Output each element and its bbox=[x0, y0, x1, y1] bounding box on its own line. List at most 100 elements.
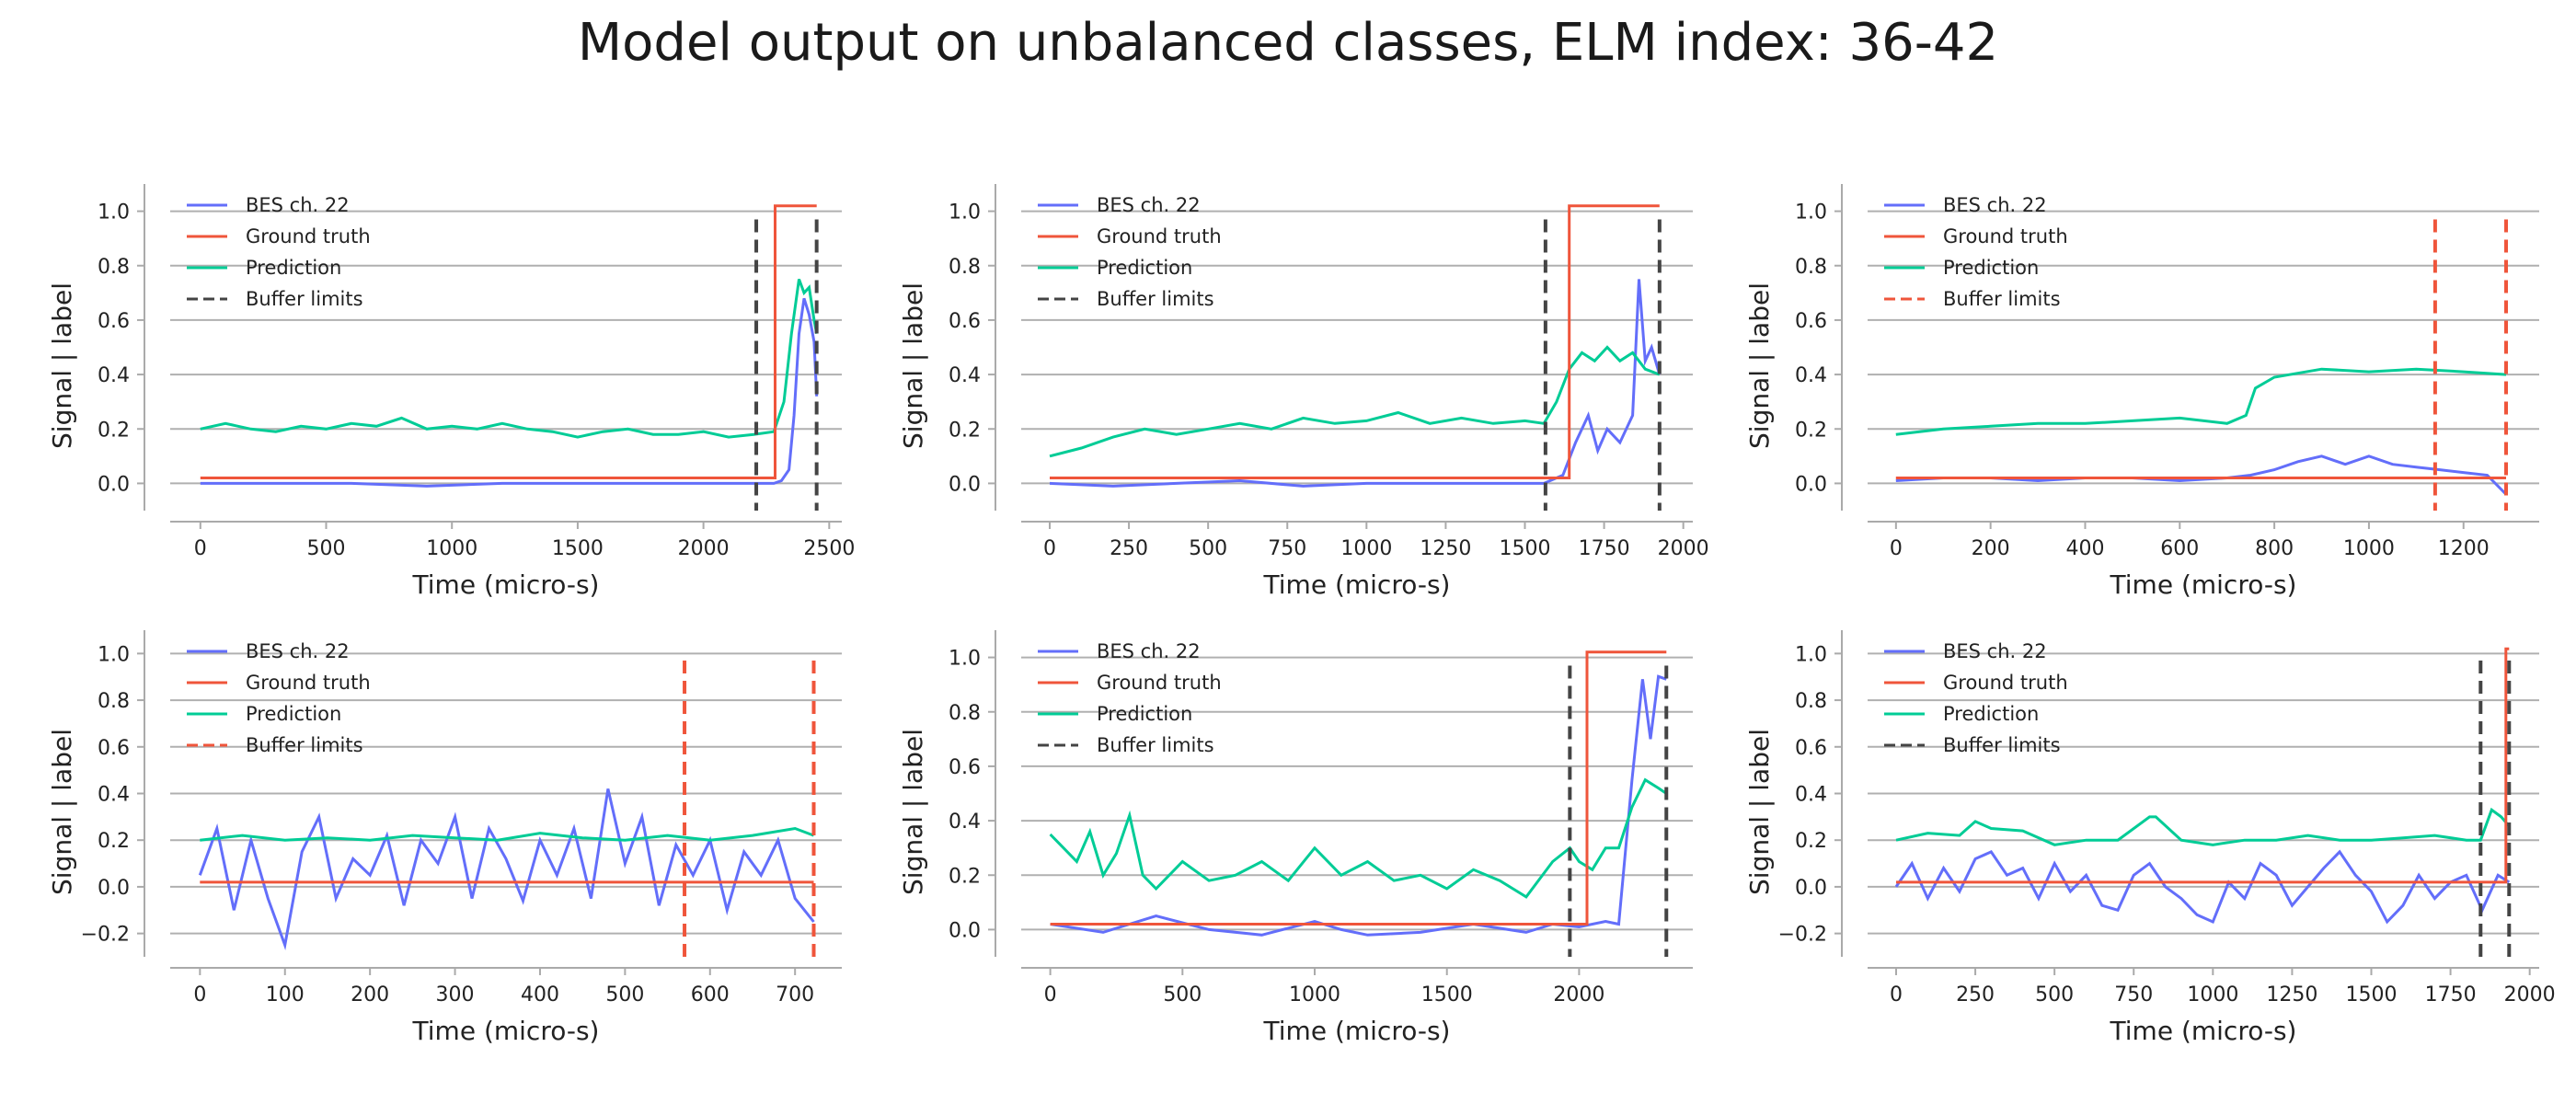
legend-entry-prediction: Prediction bbox=[187, 703, 341, 725]
x-tick-label: 1750 bbox=[1579, 537, 1630, 560]
y-tick-label: 0.2 bbox=[1795, 830, 1827, 853]
series-line-prediction bbox=[1895, 807, 2511, 846]
series-line-prediction bbox=[1049, 777, 1668, 899]
legend-entry-ground-truth: Ground truth bbox=[187, 672, 371, 694]
x-tick-label: 750 bbox=[1268, 537, 1306, 560]
y-tick-label: −0.2 bbox=[1778, 924, 1827, 947]
legend-label: Ground truth bbox=[1943, 672, 2068, 694]
legend-label: Prediction bbox=[1097, 257, 1192, 279]
y-tick-label: 0.6 bbox=[949, 310, 981, 333]
x-tick-label: 500 bbox=[1163, 983, 1202, 1006]
legend-entry-prediction: Prediction bbox=[1884, 703, 2039, 725]
y-tick-label: 0.2 bbox=[949, 419, 981, 442]
series-line-prediction bbox=[200, 278, 819, 439]
legend-entry-bes-ch-22: BES ch. 22 bbox=[1038, 640, 1201, 662]
legend-label: Buffer limits bbox=[1943, 734, 2061, 756]
legend-entry-buffer-limits: Buffer limits bbox=[187, 288, 363, 310]
y-tick-label: 0.8 bbox=[98, 256, 130, 279]
legend-label: Buffer limits bbox=[246, 288, 363, 310]
x-tick-label: 1500 bbox=[1500, 537, 1551, 560]
x-tick-label: 0 bbox=[193, 983, 206, 1006]
legend-entry-prediction: Prediction bbox=[1038, 257, 1192, 279]
y-tick-label: 0.2 bbox=[949, 865, 981, 888]
x-tick-label: 250 bbox=[1110, 537, 1148, 560]
x-tick-label: 0 bbox=[194, 537, 207, 560]
x-tick-label: 500 bbox=[2035, 983, 2074, 1006]
y-tick-label: 0.0 bbox=[98, 473, 130, 496]
y-tick-label: 0.6 bbox=[98, 310, 130, 333]
series-line-bes-ch-22 bbox=[1050, 674, 1667, 937]
series-line-prediction bbox=[1049, 345, 1661, 458]
x-tick-label: 700 bbox=[776, 983, 814, 1006]
legend-label: BES ch. 22 bbox=[246, 194, 350, 216]
x-axis-label: Time (micro-s) bbox=[412, 569, 600, 600]
legend-label: BES ch. 22 bbox=[1097, 640, 1201, 662]
x-tick-label: 1750 bbox=[2425, 983, 2477, 1006]
series-line-prediction bbox=[200, 826, 815, 842]
x-tick-label: 400 bbox=[521, 983, 559, 1006]
y-tick-label: 0.8 bbox=[949, 256, 981, 279]
x-tick-label: 200 bbox=[351, 983, 389, 1006]
y-tick-label: 0.8 bbox=[1795, 256, 1827, 279]
series-line-bes-ch-22 bbox=[1894, 849, 2511, 925]
y-axis-label: Signal | label bbox=[1744, 282, 1775, 449]
subplot-5: 0.0 0.2 0.4 0.6 0.8 1.0 0 500 1000 1500 2000 Time (… bbox=[898, 630, 1693, 1046]
y-tick-label: 0.6 bbox=[1795, 737, 1827, 760]
y-tick-label: 1.0 bbox=[1795, 201, 1827, 224]
y-axis-label: Signal | label bbox=[47, 729, 77, 895]
series-line-ground-truth bbox=[1050, 650, 1667, 926]
legend-entry-ground-truth: Ground truth bbox=[1038, 225, 1222, 247]
x-tick-label: 800 bbox=[2255, 537, 2294, 560]
y-tick-label: 0.4 bbox=[98, 784, 130, 807]
x-tick-label: 500 bbox=[1189, 537, 1227, 560]
y-tick-label: 0.8 bbox=[98, 690, 130, 713]
x-tick-label: 2000 bbox=[1658, 537, 1709, 560]
figure-title: Model output on unbalanced classes, ELM … bbox=[577, 13, 1999, 73]
legend-entry-ground-truth: Ground truth bbox=[187, 225, 371, 247]
y-tick-label: 0.6 bbox=[1795, 310, 1827, 333]
x-tick-label: 1250 bbox=[1420, 537, 1471, 560]
x-tick-label: 500 bbox=[307, 537, 346, 560]
x-tick-label: 1500 bbox=[2346, 983, 2398, 1006]
y-axis-label: Signal | label bbox=[898, 729, 928, 895]
y-tick-label: 0.2 bbox=[1795, 419, 1827, 442]
legend-entry-bes-ch-22: BES ch. 22 bbox=[1884, 640, 2047, 662]
legend-label: Ground truth bbox=[246, 225, 371, 247]
x-tick-label: 200 bbox=[1972, 537, 2010, 560]
x-tick-label: 1000 bbox=[2343, 537, 2395, 560]
series-line-ground-truth bbox=[200, 204, 817, 479]
y-tick-label: 0.2 bbox=[98, 419, 130, 442]
y-tick-label: 0.6 bbox=[949, 756, 981, 779]
y-tick-label: 1.0 bbox=[949, 201, 981, 224]
y-axis-label: Signal | label bbox=[47, 282, 77, 449]
y-tick-label: 0.0 bbox=[949, 919, 981, 942]
y-tick-label: 1.0 bbox=[949, 648, 981, 671]
x-tick-label: 2000 bbox=[678, 537, 730, 560]
x-axis-label: Time (micro-s) bbox=[2110, 1016, 2297, 1046]
legend-label: Prediction bbox=[246, 257, 341, 279]
x-tick-label: 1500 bbox=[1421, 983, 1473, 1006]
series-line-ground-truth bbox=[1896, 647, 2510, 884]
legend-entry-buffer-limits: Buffer limits bbox=[1884, 288, 2061, 310]
x-tick-label: 400 bbox=[2065, 537, 2104, 560]
y-tick-label: 0.8 bbox=[949, 702, 981, 725]
x-tick-label: 600 bbox=[691, 983, 730, 1006]
series-line-bes-ch-22 bbox=[198, 788, 815, 951]
legend-label: Prediction bbox=[246, 703, 341, 725]
x-tick-label: 1000 bbox=[1289, 983, 1340, 1006]
legend-label: Prediction bbox=[1943, 257, 2039, 279]
y-tick-label: 0.2 bbox=[98, 830, 130, 853]
x-tick-label: 1000 bbox=[2187, 983, 2238, 1006]
series-line-bes-ch-22 bbox=[200, 297, 819, 488]
series-line-bes-ch-22 bbox=[1895, 454, 2508, 496]
x-tick-label: 0 bbox=[1043, 537, 1056, 560]
legend-entry-ground-truth: Ground truth bbox=[1038, 672, 1222, 694]
y-tick-label: 0.0 bbox=[1795, 877, 1827, 900]
x-axis-label: Time (micro-s) bbox=[412, 1016, 600, 1046]
x-tick-label: 300 bbox=[436, 983, 475, 1006]
x-tick-label: 1000 bbox=[426, 537, 477, 560]
legend-label: BES ch. 22 bbox=[1097, 194, 1201, 216]
legend-entry-prediction: Prediction bbox=[1038, 703, 1192, 725]
legend-entry-buffer-limits: Buffer limits bbox=[187, 734, 363, 756]
